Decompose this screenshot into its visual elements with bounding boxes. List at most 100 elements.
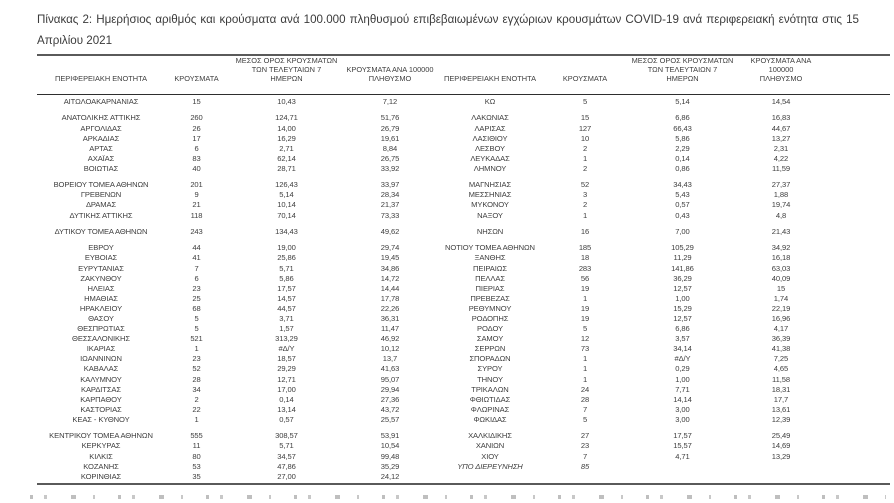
cell-region: ΚΑΛΥΜΝΟΥ <box>80 374 122 384</box>
cell-per100k: 73,33 <box>380 210 400 220</box>
table-row: ΑΡΚΑΔΙΑΣ 17 16,29 19,61 <box>37 134 435 144</box>
cell-per100k: 26,79 <box>380 123 400 133</box>
cell-per100k: 15 <box>776 283 786 293</box>
cell-cases: 53 <box>192 461 201 471</box>
cell-region: ΚΕΑΣ - ΚΥΘΝΟΥ <box>72 414 130 424</box>
table-row: ΚΑΒΑΛΑΣ 52 29,29 41,63 <box>37 364 435 374</box>
cell-cases: 555 <box>190 431 203 441</box>
cell-region: ΠΕΙΡΑΙΩΣ <box>473 263 507 273</box>
table-row: ΦΛΩΡΙΝΑΣ 7 3,00 13,61 <box>435 405 822 415</box>
cell-per100k: 95,07 <box>380 374 400 384</box>
cell-per100k: 18,31 <box>771 384 791 394</box>
cell-avg7: 0,43 <box>675 210 690 220</box>
cell-cases: 15 <box>580 113 590 123</box>
cell-avg7: 47,86 <box>277 461 296 471</box>
cell-region: ΧΑΛΚΙΔΙΚΗΣ <box>468 431 512 441</box>
table-row: ΚΕΝΤΡΙΚΟΥ ΤΟΜΕΑ ΑΘΗΝΩΝ 555 308,57 53,91 <box>37 431 435 441</box>
table-row: ΚΑΣΤΟΡΙΑΣ 22 13,14 43,72 <box>37 405 435 415</box>
cell-per100k: 4,65 <box>773 364 789 374</box>
table-row: ΚΑΡΔΙΤΣΑΣ 34 17,00 29,94 <box>37 385 435 395</box>
cell-cases: 17 <box>192 133 201 143</box>
table-row: ΑΡΓΟΛΙΔΑΣ 26 14,00 26,79 <box>37 123 435 133</box>
cell-avg7: 1,00 <box>675 293 690 303</box>
cell-cases: 19 <box>580 303 590 313</box>
table-row: ΖΑΚΥΝΘΟΥ 6 5,86 14,72 <box>37 274 435 284</box>
cell-avg7: 66,43 <box>673 123 692 133</box>
table-row: ΦΘΙΩΤΙΔΑΣ 28 14,14 17,7 <box>435 395 822 405</box>
cell-cases: 5 <box>194 324 199 334</box>
cell-per100k: 33,97 <box>380 180 400 190</box>
cell-per100k: 27,37 <box>771 180 791 190</box>
cell-cases: 19 <box>580 314 590 324</box>
cell-avg7: 27,00 <box>277 471 296 481</box>
cell-region: ΡΟΔΟΠΗΣ <box>471 314 509 324</box>
cell-region: ΑΝΑΤΟΛΙΚΗΣ ΑΤΤΙΚΗΣ <box>61 113 141 123</box>
cell-region: ΗΡΑΚΛΕΙΟΥ <box>79 303 123 313</box>
cell-per100k: 34,86 <box>380 263 400 273</box>
cell-per100k: 11,47 <box>381 324 399 334</box>
table-row: ΚΕΡΚΥΡΑΣ 11 5,71 10,54 <box>37 441 435 451</box>
cell-region: ΡΟΔΟΥ <box>477 324 503 334</box>
cell-region: ΠΕΛΛΑΣ <box>475 273 505 283</box>
cell-region: ΘΕΣΠΡΩΤΙΑΣ <box>77 324 125 334</box>
cell-per100k: 7,25 <box>773 354 789 364</box>
cell-region: ΙΩΑΝΝΙΝΩΝ <box>80 354 122 364</box>
table-row: ΝΑΞΟΥ 1 0,43 4,8 <box>435 211 822 221</box>
cell-cases: 68 <box>192 303 201 313</box>
table-row: ΤΡΙΚΑΛΩΝ 24 7,71 18,31 <box>435 385 822 395</box>
column-header-per100k: ΚΡΟΥΣΜΑΤΑ ΑΝΑ 100000 ΠΛΗΘΥΣΜΟ <box>750 56 812 83</box>
cell-per100k: 16,18 <box>771 253 791 263</box>
table-row: ΘΕΣΣΑΛΟΝΙΚΗΣ 521 313,29 46,92 <box>37 334 435 344</box>
cell-region: ΑΡΚΑΔΙΑΣ <box>82 133 120 143</box>
table-row: ΣΕΡΡΩΝ 73 34,14 41,38 <box>435 344 822 354</box>
cell-per100k: 33,92 <box>380 163 400 173</box>
cell-cases: 15 <box>192 97 201 107</box>
cell-avg7: 2,71 <box>279 143 294 153</box>
cell-cases: 1 <box>582 210 588 220</box>
cell-cases: 52 <box>192 364 201 374</box>
cut-off-text-line <box>30 494 886 499</box>
cell-per100k: 29,94 <box>380 384 400 394</box>
table-row: ΜΕΣΣΗΝΙΑΣ 3 5,43 1,88 <box>435 190 822 200</box>
cell-cases: 3 <box>582 190 588 200</box>
cell-region: ΘΑΣΟΥ <box>88 314 114 324</box>
cell-avg7: 17,57 <box>277 283 296 293</box>
cell-region: ΠΙΕΡΙΑΣ <box>475 283 505 293</box>
cell-per100k: 51,76 <box>380 113 400 123</box>
cell-avg7: 10,43 <box>277 97 296 107</box>
cell-avg7: 6,86 <box>675 324 690 334</box>
cell-avg7: 1,00 <box>675 374 690 384</box>
table-row: ΙΚΑΡΙΑΣ 1 #Δ/Υ 10,12 <box>37 344 435 354</box>
cell-region: ΖΑΚΥΝΘΟΥ <box>80 273 122 283</box>
column-header-region: ΠΕΡΙΦΕΡΕΙΑΚΗ ΕΝΟΤΗΤΑ <box>444 74 536 83</box>
cell-per100k: 16,96 <box>771 314 791 324</box>
cell-per100k: 1,88 <box>773 190 789 200</box>
cell-avg7: 14,14 <box>673 394 692 404</box>
table-row: ΕΥΡΥΤΑΝΙΑΣ 7 5,71 34,86 <box>37 264 435 274</box>
cell-region: ΚΑΡΔΙΤΣΑΣ <box>80 384 121 394</box>
column-header-region: ΠΕΡΙΦΕΡΕΙΑΚΗ ΕΝΟΤΗΤΑ <box>55 74 147 83</box>
table-row: ΚΩ 5 5,14 14,54 <box>435 97 822 107</box>
cell-avg7: 105,29 <box>671 243 694 253</box>
cell-region: ΚΟΖΑΝΗΣ <box>83 461 119 471</box>
cell-region: ΚΑΣΤΟΡΙΑΣ <box>80 404 122 414</box>
cell-region: ΔΡΑΜΑΣ <box>85 200 117 210</box>
cell-cases: 23 <box>192 283 201 293</box>
table-row: ΘΑΣΟΥ 5 3,71 36,31 <box>37 314 435 324</box>
cell-cases: 35 <box>192 471 201 481</box>
cell-per100k: 13,7 <box>382 354 398 364</box>
table-row: ΛΑΣΙΘΙΟΥ 10 5,86 13,27 <box>435 134 822 144</box>
table-row: ΛΑΡΙΣΑΣ 127 66,43 44,67 <box>435 123 822 133</box>
column-header-cases: ΚΡΟΥΣΜΑΤΑ <box>174 74 219 83</box>
table-row: ΡΟΔΟΥ 5 6,86 4,17 <box>435 324 822 334</box>
cell-cases: 12 <box>580 334 590 344</box>
cell-per100k: 12,39 <box>771 414 791 424</box>
cell-avg7: 34,14 <box>673 344 692 354</box>
cell-per100k: 17,7 <box>773 394 789 404</box>
cell-cases: 34 <box>192 384 201 394</box>
cell-per100k: 14,69 <box>771 441 791 451</box>
cell-region: ΦΘΙΩΤΙΔΑΣ <box>469 394 511 404</box>
cell-per100k: 41,63 <box>380 364 400 374</box>
cell-cases: 16 <box>580 226 590 236</box>
cell-region: ΧΙΟΥ <box>481 451 499 461</box>
